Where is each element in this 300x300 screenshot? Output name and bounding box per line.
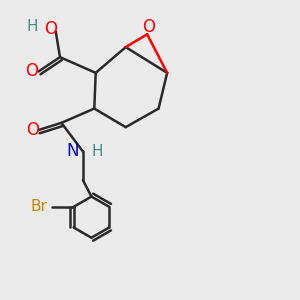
Text: H: H <box>26 19 38 34</box>
Text: O: O <box>26 121 39 139</box>
Text: N: N <box>66 142 79 160</box>
Text: Br: Br <box>30 200 47 214</box>
Text: O: O <box>25 62 38 80</box>
Text: O: O <box>44 20 57 38</box>
Text: O: O <box>142 18 155 36</box>
Text: H: H <box>92 144 103 159</box>
